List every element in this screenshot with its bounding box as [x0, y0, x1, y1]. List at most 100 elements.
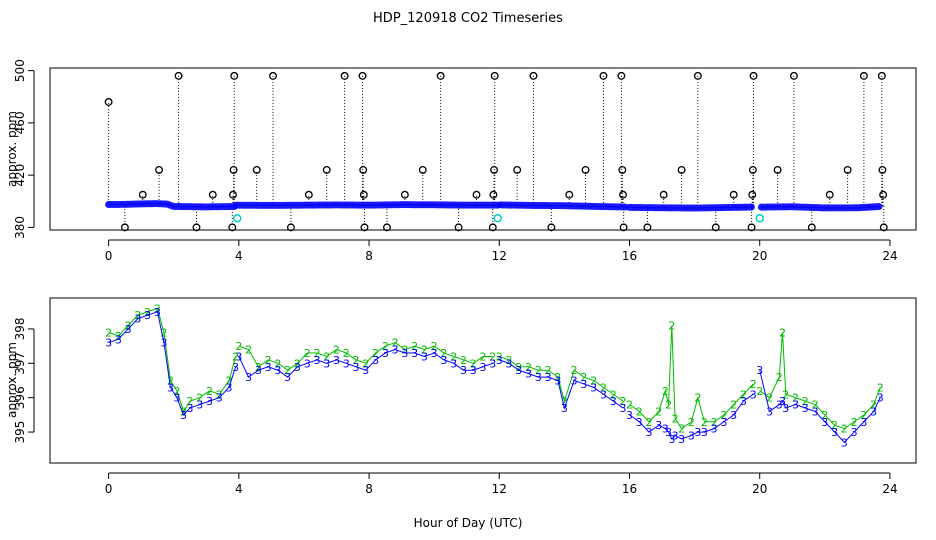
- spike-point: [155, 165, 164, 174]
- series-2-marker: 2: [105, 326, 112, 339]
- series-3-marker: 3: [678, 433, 685, 446]
- series-2-marker: 2: [821, 409, 828, 422]
- series-3-marker: 3: [480, 361, 487, 374]
- spike-point: [773, 165, 782, 174]
- spike-point: [138, 190, 147, 199]
- series-3-marker: 3: [180, 409, 187, 422]
- spike-point: [418, 165, 427, 174]
- series-3-marker: 3: [535, 371, 542, 384]
- spike-point: [436, 71, 445, 80]
- series-3-marker: 3: [610, 395, 617, 408]
- series-2-line: [108, 307, 237, 413]
- series-2-marker: 2: [440, 347, 447, 360]
- series-2-marker: 2: [206, 385, 213, 398]
- series-2-marker: 2: [343, 347, 350, 360]
- bottom-y-tick-label: 395: [13, 421, 27, 444]
- series-3-marker: 3: [877, 392, 884, 405]
- spike-point: [565, 190, 574, 199]
- series-3-marker: 3: [802, 402, 809, 415]
- series-2-marker: 2: [186, 395, 193, 408]
- spike-point: [878, 165, 887, 174]
- series-2-marker: 2: [313, 347, 320, 360]
- series-2-marker: 2: [382, 340, 389, 353]
- series-2-marker: 2: [851, 416, 858, 429]
- series-3-marker: 3: [232, 361, 239, 374]
- series-2-line: [499, 355, 624, 403]
- series-2-marker: 2: [274, 357, 281, 370]
- series-3-marker: 3: [821, 416, 828, 429]
- series-2-marker: 2: [333, 344, 340, 357]
- series-2-marker: 2: [636, 405, 643, 418]
- series-2-marker: 2: [730, 399, 737, 412]
- series-2-marker: 2: [779, 326, 786, 339]
- series-2-marker: 2: [180, 405, 187, 418]
- series-2-marker: 2: [668, 320, 675, 333]
- series-3-marker: 3: [144, 309, 151, 322]
- spike-point: [879, 223, 888, 232]
- series-3-marker: 3: [226, 381, 233, 394]
- series-3-marker: 3: [779, 395, 786, 408]
- series-2-marker: 2: [362, 357, 369, 370]
- spike-point: [490, 71, 499, 80]
- series-3-marker: 3: [173, 392, 180, 405]
- series-2-marker: 2: [678, 423, 685, 436]
- spike-point: [825, 190, 834, 199]
- series-2-marker: 2: [662, 385, 669, 398]
- series-3-marker: 3: [470, 364, 477, 377]
- spike-point: [360, 223, 369, 232]
- spike-point: [229, 165, 238, 174]
- spike-point: [359, 190, 368, 199]
- series-3-marker: 3: [730, 409, 737, 422]
- series-2-marker: 2: [782, 388, 789, 401]
- series-3-marker: 3: [392, 344, 399, 357]
- series-3-marker: 3: [554, 375, 561, 388]
- spike-point: [513, 165, 522, 174]
- series-3-marker: 3: [265, 361, 272, 374]
- series-2-marker: 2: [216, 388, 223, 401]
- series-3-marker: 3: [372, 354, 379, 367]
- top-x-tick-label: 24: [882, 249, 897, 263]
- series-3-marker: 3: [134, 313, 141, 326]
- spike-point: [490, 165, 499, 174]
- series-3-marker: 3: [411, 347, 418, 360]
- bottom-y-tick-label: 398: [13, 317, 27, 340]
- spike-point: [659, 190, 668, 199]
- series-2-marker: 2: [154, 302, 161, 315]
- series-3-marker: 3: [167, 381, 174, 394]
- series-3-marker: 3: [196, 399, 203, 412]
- series-2-marker: 2: [372, 347, 379, 360]
- series-2-marker: 2: [525, 361, 532, 374]
- series-2-marker: 2: [353, 354, 360, 367]
- series-2-marker: 2: [720, 409, 727, 422]
- series-2-marker: 2: [701, 416, 708, 429]
- spike-point: [488, 223, 497, 232]
- series-2-marker: 2: [255, 361, 262, 374]
- spike-point: [619, 223, 628, 232]
- series-3-marker: 3: [590, 381, 597, 394]
- spike-point: [472, 190, 481, 199]
- baseline-line: [500, 204, 627, 208]
- series-3-marker: 3: [694, 426, 701, 439]
- series-3-marker: 3: [186, 402, 193, 415]
- series-3-marker: 3: [284, 371, 291, 384]
- series-2-marker: 2: [160, 326, 167, 339]
- series-3-line: [108, 311, 237, 416]
- series-2-marker: 2: [756, 385, 763, 398]
- series-3-marker: 3: [646, 426, 653, 439]
- series-2-marker: 2: [535, 364, 542, 377]
- spike-point: [618, 165, 627, 174]
- series-3-marker: 3: [125, 323, 132, 336]
- series-3-marker: 3: [776, 399, 783, 412]
- top-panel-frame: [49, 67, 917, 231]
- spike-point: [104, 98, 113, 106]
- series-3-marker: 3: [206, 395, 213, 408]
- series-2-marker: 2: [134, 309, 141, 322]
- series-2-marker: 2: [688, 416, 695, 429]
- series-3-marker: 3: [860, 416, 867, 429]
- spike-point: [843, 165, 852, 174]
- series-3-marker: 3: [665, 426, 672, 439]
- series-2-marker: 2: [167, 375, 174, 388]
- series-3-marker: 3: [274, 364, 281, 377]
